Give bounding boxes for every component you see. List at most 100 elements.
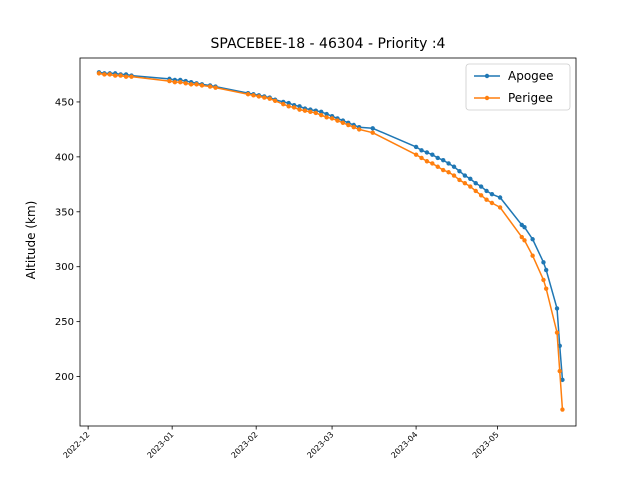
perigee-point <box>370 130 375 135</box>
perigee-point <box>324 115 329 120</box>
apogee-point <box>560 377 565 383</box>
perigee-point <box>308 109 313 115</box>
x-tick-label: 2023-01 <box>146 430 176 460</box>
perigee-point <box>413 152 419 157</box>
perigee-point <box>346 122 351 128</box>
perigee-point <box>541 277 546 283</box>
perigee-point <box>424 159 430 164</box>
perigee-point <box>313 110 319 116</box>
x-tick-label: 2023-03 <box>305 430 335 460</box>
perigee-point <box>489 200 495 206</box>
plot-area: 200 250 300 350 400 450 2022-12 2023-01 2023-02 2… <box>55 57 577 460</box>
apogee-point <box>419 148 424 153</box>
perigee-point <box>484 197 489 202</box>
perigee-point <box>286 104 291 109</box>
perigee-point <box>123 74 129 79</box>
apogee-point <box>286 100 291 106</box>
legend: Apogee Perigee <box>465 63 571 111</box>
apogee-point <box>440 157 446 163</box>
apogee-point <box>319 109 324 115</box>
perigee-point <box>419 155 424 161</box>
perigee-point <box>113 73 118 78</box>
apogee-point <box>462 173 468 178</box>
perigee-point <box>213 85 218 90</box>
apogee-point <box>478 184 484 189</box>
y-tick-label: 300 <box>55 262 74 273</box>
perigee-point <box>519 234 524 240</box>
perigee-point <box>560 407 565 412</box>
chart-title: SPACEBEE-18 - 46304 - Priority :4 <box>211 36 446 52</box>
perigee-point <box>356 127 362 132</box>
perigee-point <box>172 79 178 85</box>
apogee-point <box>530 237 535 242</box>
perigee-point <box>291 105 297 110</box>
perigee-point <box>451 173 457 178</box>
axes-frame <box>79 57 577 427</box>
perigee-point <box>340 120 346 126</box>
perigee-point <box>530 253 535 258</box>
perigee-point <box>554 330 560 335</box>
x-tick-label: 2023-04 <box>389 430 419 460</box>
perigee-series-line <box>98 72 564 410</box>
apogee-point <box>451 164 457 169</box>
perigee-point <box>329 116 335 121</box>
apogee-point <box>468 176 473 182</box>
perigee-point <box>188 82 194 87</box>
apogee-legend-marker <box>484 73 490 79</box>
perigee-point <box>335 118 340 123</box>
apogee-point <box>489 192 495 197</box>
apogee-point <box>297 104 302 109</box>
perigee-point <box>207 84 213 89</box>
perigee-legend-label: Perigee <box>508 91 553 105</box>
perigee-point <box>430 161 435 166</box>
apogee-legend-label: Apogee <box>508 69 554 83</box>
perigee-point <box>256 94 262 99</box>
apogee-point <box>446 161 451 166</box>
perigee-point <box>118 73 123 78</box>
perigee-point <box>272 98 278 104</box>
perigee-point <box>522 238 527 243</box>
perigee-point <box>96 71 102 76</box>
perigee-point <box>267 96 272 101</box>
apogee-point <box>541 260 546 265</box>
x-tick-label: 2023-02 <box>230 430 260 460</box>
y-tick-label: 400 <box>55 152 74 163</box>
perigee-point <box>183 81 188 86</box>
perigee-point <box>462 181 468 186</box>
perigee-point <box>478 193 484 198</box>
x-tick-label: 2023-05 <box>471 430 501 460</box>
perigee-point <box>457 177 462 183</box>
apogee-point <box>324 111 329 117</box>
apogee-point <box>543 267 549 273</box>
apogee-point <box>473 181 478 186</box>
apogee-point <box>370 126 375 131</box>
perigee-point <box>446 170 451 175</box>
perigee-point <box>178 79 183 85</box>
perigee-point <box>262 95 267 100</box>
perigee-point <box>129 74 134 79</box>
y-tick-label: 250 <box>55 317 74 328</box>
apogee-point <box>430 152 435 157</box>
y-axis-label: Altitude (km) <box>24 201 38 280</box>
perigee-point <box>199 83 205 88</box>
perigee-point <box>497 205 503 210</box>
apogee-point <box>457 168 462 174</box>
y-tick-label: 450 <box>55 97 74 108</box>
perigee-point <box>102 72 107 77</box>
perigee-point <box>473 188 478 194</box>
perigee-point <box>297 107 302 112</box>
perigee-point <box>167 78 172 84</box>
perigee-point <box>543 286 549 291</box>
y-tick-label: 200 <box>55 372 74 383</box>
apogee-point <box>484 188 489 194</box>
apogee-point <box>424 150 430 155</box>
x-tick-label: 2022-12 <box>62 430 92 460</box>
perigee-point <box>351 125 356 130</box>
perigee-point <box>281 101 286 107</box>
apogee-point <box>497 195 503 200</box>
apogee-point <box>522 224 527 230</box>
perigee-legend-marker <box>484 95 490 101</box>
perigee-point <box>251 93 256 98</box>
apogee-point <box>413 144 419 150</box>
